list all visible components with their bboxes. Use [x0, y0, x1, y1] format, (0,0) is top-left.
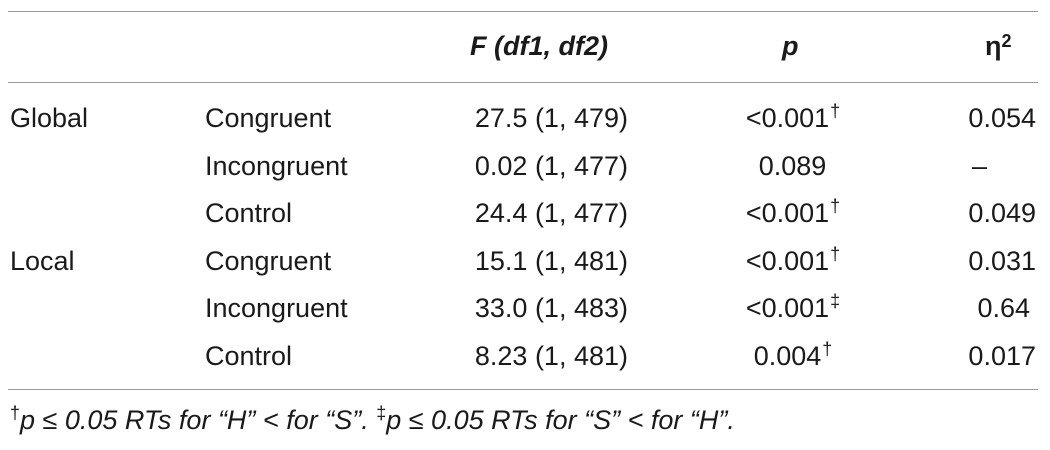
p-value: <0.001	[745, 245, 830, 276]
eta-cell: 0.049	[968, 198, 1036, 228]
table-footnote: †p ≤ 0.05 RTs for “H” < for “S”. ‡p ≤ 0.…	[10, 398, 735, 442]
p-footnote-mark: †	[830, 196, 841, 216]
eta-cell: 0.054	[968, 103, 1036, 133]
f-cell: 8.23 (1, 481)	[474, 340, 628, 371]
dagger-mark: †	[10, 403, 21, 423]
header-eta-superscript: 2	[1001, 31, 1012, 51]
condition-cell: Incongruent	[205, 293, 348, 323]
table-row: Global Congruent 27.5 (1, 479) <0.001† 0…	[0, 95, 1050, 143]
header-eta-label: η	[985, 31, 1002, 61]
header-p-value: p	[782, 31, 799, 61]
p-value: <0.001	[745, 293, 830, 323]
table-row: Incongruent 33.0 (1, 483) <0.001‡ 0.64	[0, 285, 1050, 333]
eta-cell: 0.031	[968, 245, 1036, 276]
table-body: Global Congruent 27.5 (1, 479) <0.001† 0…	[0, 95, 1050, 380]
condition-cell: Control	[205, 340, 293, 371]
p-footnote-mark: †	[830, 243, 841, 264]
eta-cell: 0.017	[968, 340, 1036, 371]
f-cell: 15.1 (1, 481)	[474, 245, 628, 276]
top-rule	[8, 11, 1038, 12]
header-rule	[8, 82, 1038, 83]
p-value: 0.089	[758, 150, 827, 181]
footnote-text-1: p ≤ 0.05 RTs for “H” < for “S”.	[20, 405, 377, 435]
p-value: <0.001	[745, 198, 830, 228]
table-row: Control 24.4 (1, 477) <0.001† 0.049	[0, 190, 1050, 238]
f-cell: 24.4 (1, 477)	[474, 198, 628, 228]
f-cell: 0.02 (1, 477)	[474, 150, 628, 181]
table-row: Control 8.23 (1, 481) 0.004† 0.017	[0, 333, 1050, 381]
header-eta-squared: η2	[985, 26, 1012, 66]
header-f-statistic: F (df1, df2)	[0, 26, 1050, 66]
group-cell: Local	[10, 245, 75, 276]
condition-cell: Congruent	[205, 103, 332, 133]
header-f-label: F (df1, df2)	[470, 31, 608, 61]
condition-cell: Incongruent	[205, 150, 348, 181]
table-row: Local Congruent 15.1 (1, 481) <0.001† 0.…	[0, 238, 1050, 286]
double-dagger-mark: ‡	[376, 403, 387, 423]
group-cell: Global	[10, 103, 89, 133]
table-row: Incongruent 0.02 (1, 477) 0.089 –	[0, 143, 1050, 191]
eta-cell: 0.64	[977, 293, 1030, 323]
f-cell: 33.0 (1, 483)	[474, 293, 628, 323]
eta-cell: –	[972, 150, 988, 181]
condition-cell: Control	[205, 198, 293, 228]
p-value: <0.001	[745, 103, 830, 133]
p-value: 0.004	[753, 340, 822, 371]
bottom-rule	[8, 389, 1038, 390]
p-footnote-mark: †	[830, 101, 841, 121]
footnote-text-2: p ≤ 0.05 RTs for “S” < for “H”.	[386, 405, 735, 435]
p-footnote-mark: †	[822, 338, 833, 359]
condition-cell: Congruent	[205, 245, 332, 276]
p-footnote-mark: ‡	[830, 291, 841, 311]
f-cell: 27.5 (1, 479)	[474, 103, 628, 133]
